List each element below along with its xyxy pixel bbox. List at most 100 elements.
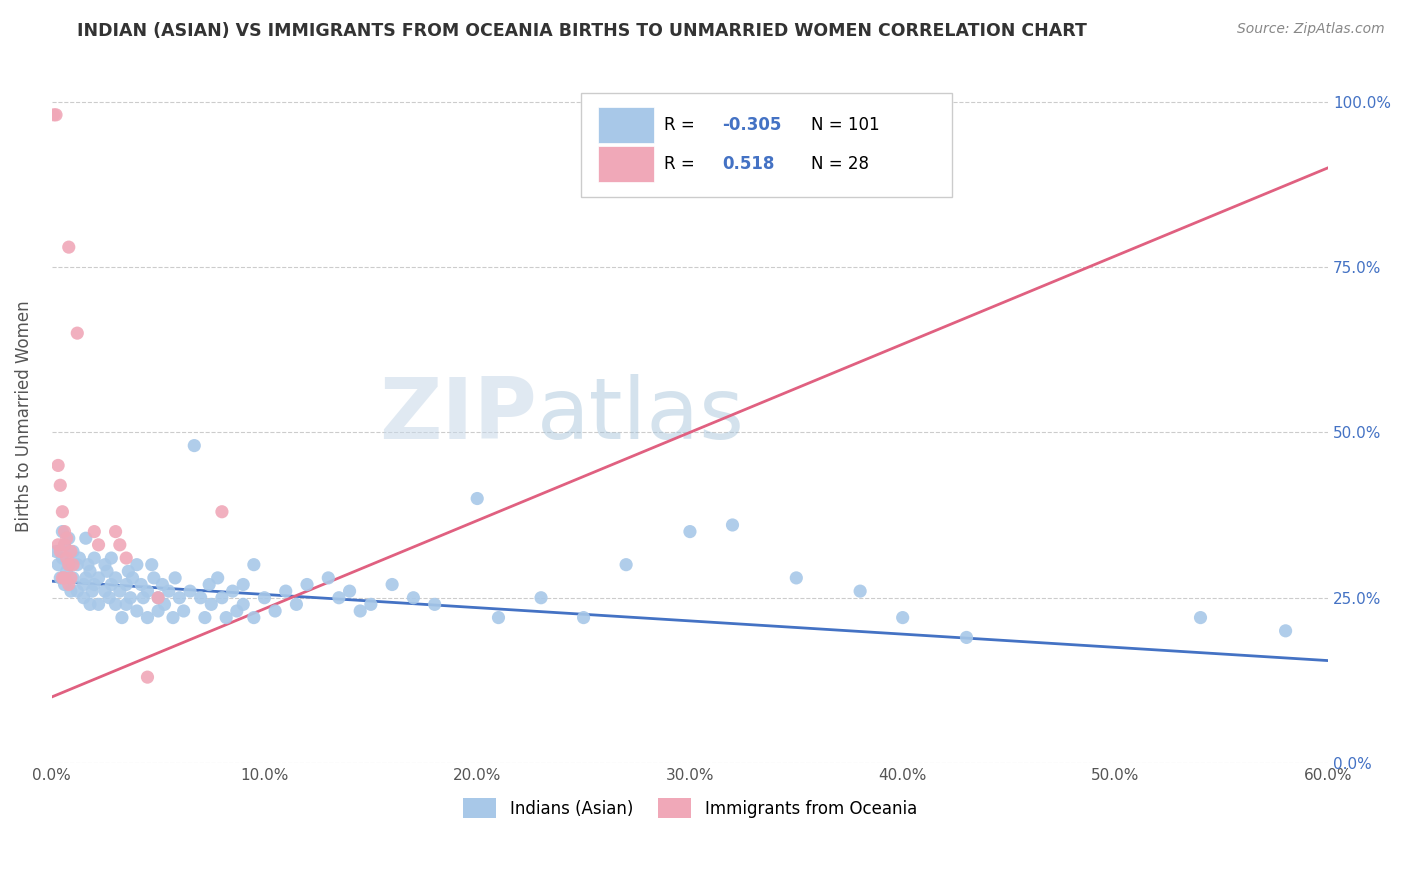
Point [146, 591, 169, 605]
Point [77, 558, 100, 572]
Point [165, 571, 187, 585]
Point [215, 610, 238, 624]
Text: -0.305: -0.305 [721, 116, 782, 134]
Text: R =: R = [665, 116, 700, 134]
Point [108, 538, 131, 552]
Point [785, 571, 807, 585]
Point [46, 538, 69, 552]
Point [59, 544, 82, 558]
Point [264, 604, 287, 618]
Point [49, 571, 72, 585]
Point [488, 610, 510, 624]
Point [55, 551, 77, 566]
Point [66, 584, 89, 599]
Point [58, 558, 80, 572]
Point [51, 524, 73, 539]
Point [153, 598, 176, 612]
Point [111, 610, 134, 624]
Point [146, 604, 169, 618]
Point [73, 591, 96, 605]
Point [104, 571, 127, 585]
Point [75, 531, 97, 545]
Point [274, 584, 297, 599]
Point [58, 577, 80, 591]
Point [232, 577, 254, 591]
Point [82, 584, 104, 599]
Point [423, 598, 446, 612]
Point [53, 571, 76, 585]
Point [136, 610, 159, 624]
Point [59, 571, 82, 585]
Point [108, 584, 131, 599]
Point [150, 577, 173, 591]
Legend: Indians (Asian), Immigrants from Oceania: Indians (Asian), Immigrants from Oceania [457, 792, 924, 824]
Point [55, 531, 77, 545]
Point [190, 591, 212, 605]
Point [157, 584, 180, 599]
Point [194, 610, 217, 624]
Point [295, 577, 318, 591]
Point [51, 505, 73, 519]
Text: INDIAN (ASIAN) VS IMMIGRANTS FROM OCEANIA BIRTHS TO UNMARRIED WOMEN CORRELATION : INDIAN (ASIAN) VS IMMIGRANTS FROM OCEANI… [77, 22, 1087, 40]
Point [49, 544, 72, 558]
Text: 0.518: 0.518 [721, 155, 775, 173]
Point [530, 591, 553, 605]
Point [55, 564, 77, 578]
Point [115, 577, 138, 591]
Point [381, 577, 404, 591]
Point [285, 598, 308, 612]
Point [136, 670, 159, 684]
Point [59, 584, 82, 599]
Point [66, 326, 89, 340]
Text: N = 28: N = 28 [811, 155, 869, 173]
Point [169, 591, 191, 605]
FancyBboxPatch shape [598, 107, 654, 143]
Point [53, 538, 76, 552]
Point [83, 524, 105, 539]
Point [162, 610, 184, 624]
Point [79, 564, 101, 578]
Point [83, 577, 105, 591]
Point [98, 591, 121, 605]
Point [45, 544, 67, 558]
Point [955, 631, 977, 645]
Point [207, 571, 229, 585]
Point [121, 571, 143, 585]
Point [51, 571, 73, 585]
Point [49, 478, 72, 492]
Point [120, 591, 142, 605]
Point [243, 558, 266, 572]
Point [339, 584, 361, 599]
Point [221, 584, 243, 599]
Point [243, 610, 266, 624]
Point [132, 591, 155, 605]
Point [58, 240, 80, 254]
Point [104, 524, 127, 539]
Point [87, 538, 110, 552]
Point [58, 531, 80, 545]
Point [83, 551, 105, 566]
Point [141, 558, 163, 572]
Point [73, 577, 96, 591]
Point [62, 544, 84, 558]
Point [87, 571, 110, 585]
Point [58, 558, 80, 572]
Y-axis label: Births to Unmarried Women: Births to Unmarried Women [15, 300, 32, 532]
Point [200, 598, 222, 612]
Point [46, 558, 69, 572]
Text: ZIP: ZIP [380, 375, 537, 458]
Text: R =: R = [665, 155, 700, 173]
Point [721, 518, 744, 533]
Point [125, 558, 148, 572]
Point [53, 524, 76, 539]
Point [53, 577, 76, 591]
Point [46, 458, 69, 473]
Point [142, 571, 165, 585]
Text: atlas: atlas [537, 375, 745, 458]
Point [94, 558, 117, 572]
Point [100, 577, 122, 591]
Text: Source: ZipAtlas.com: Source: ZipAtlas.com [1237, 22, 1385, 37]
Point [94, 584, 117, 599]
Point [211, 505, 233, 519]
Point [360, 598, 382, 612]
